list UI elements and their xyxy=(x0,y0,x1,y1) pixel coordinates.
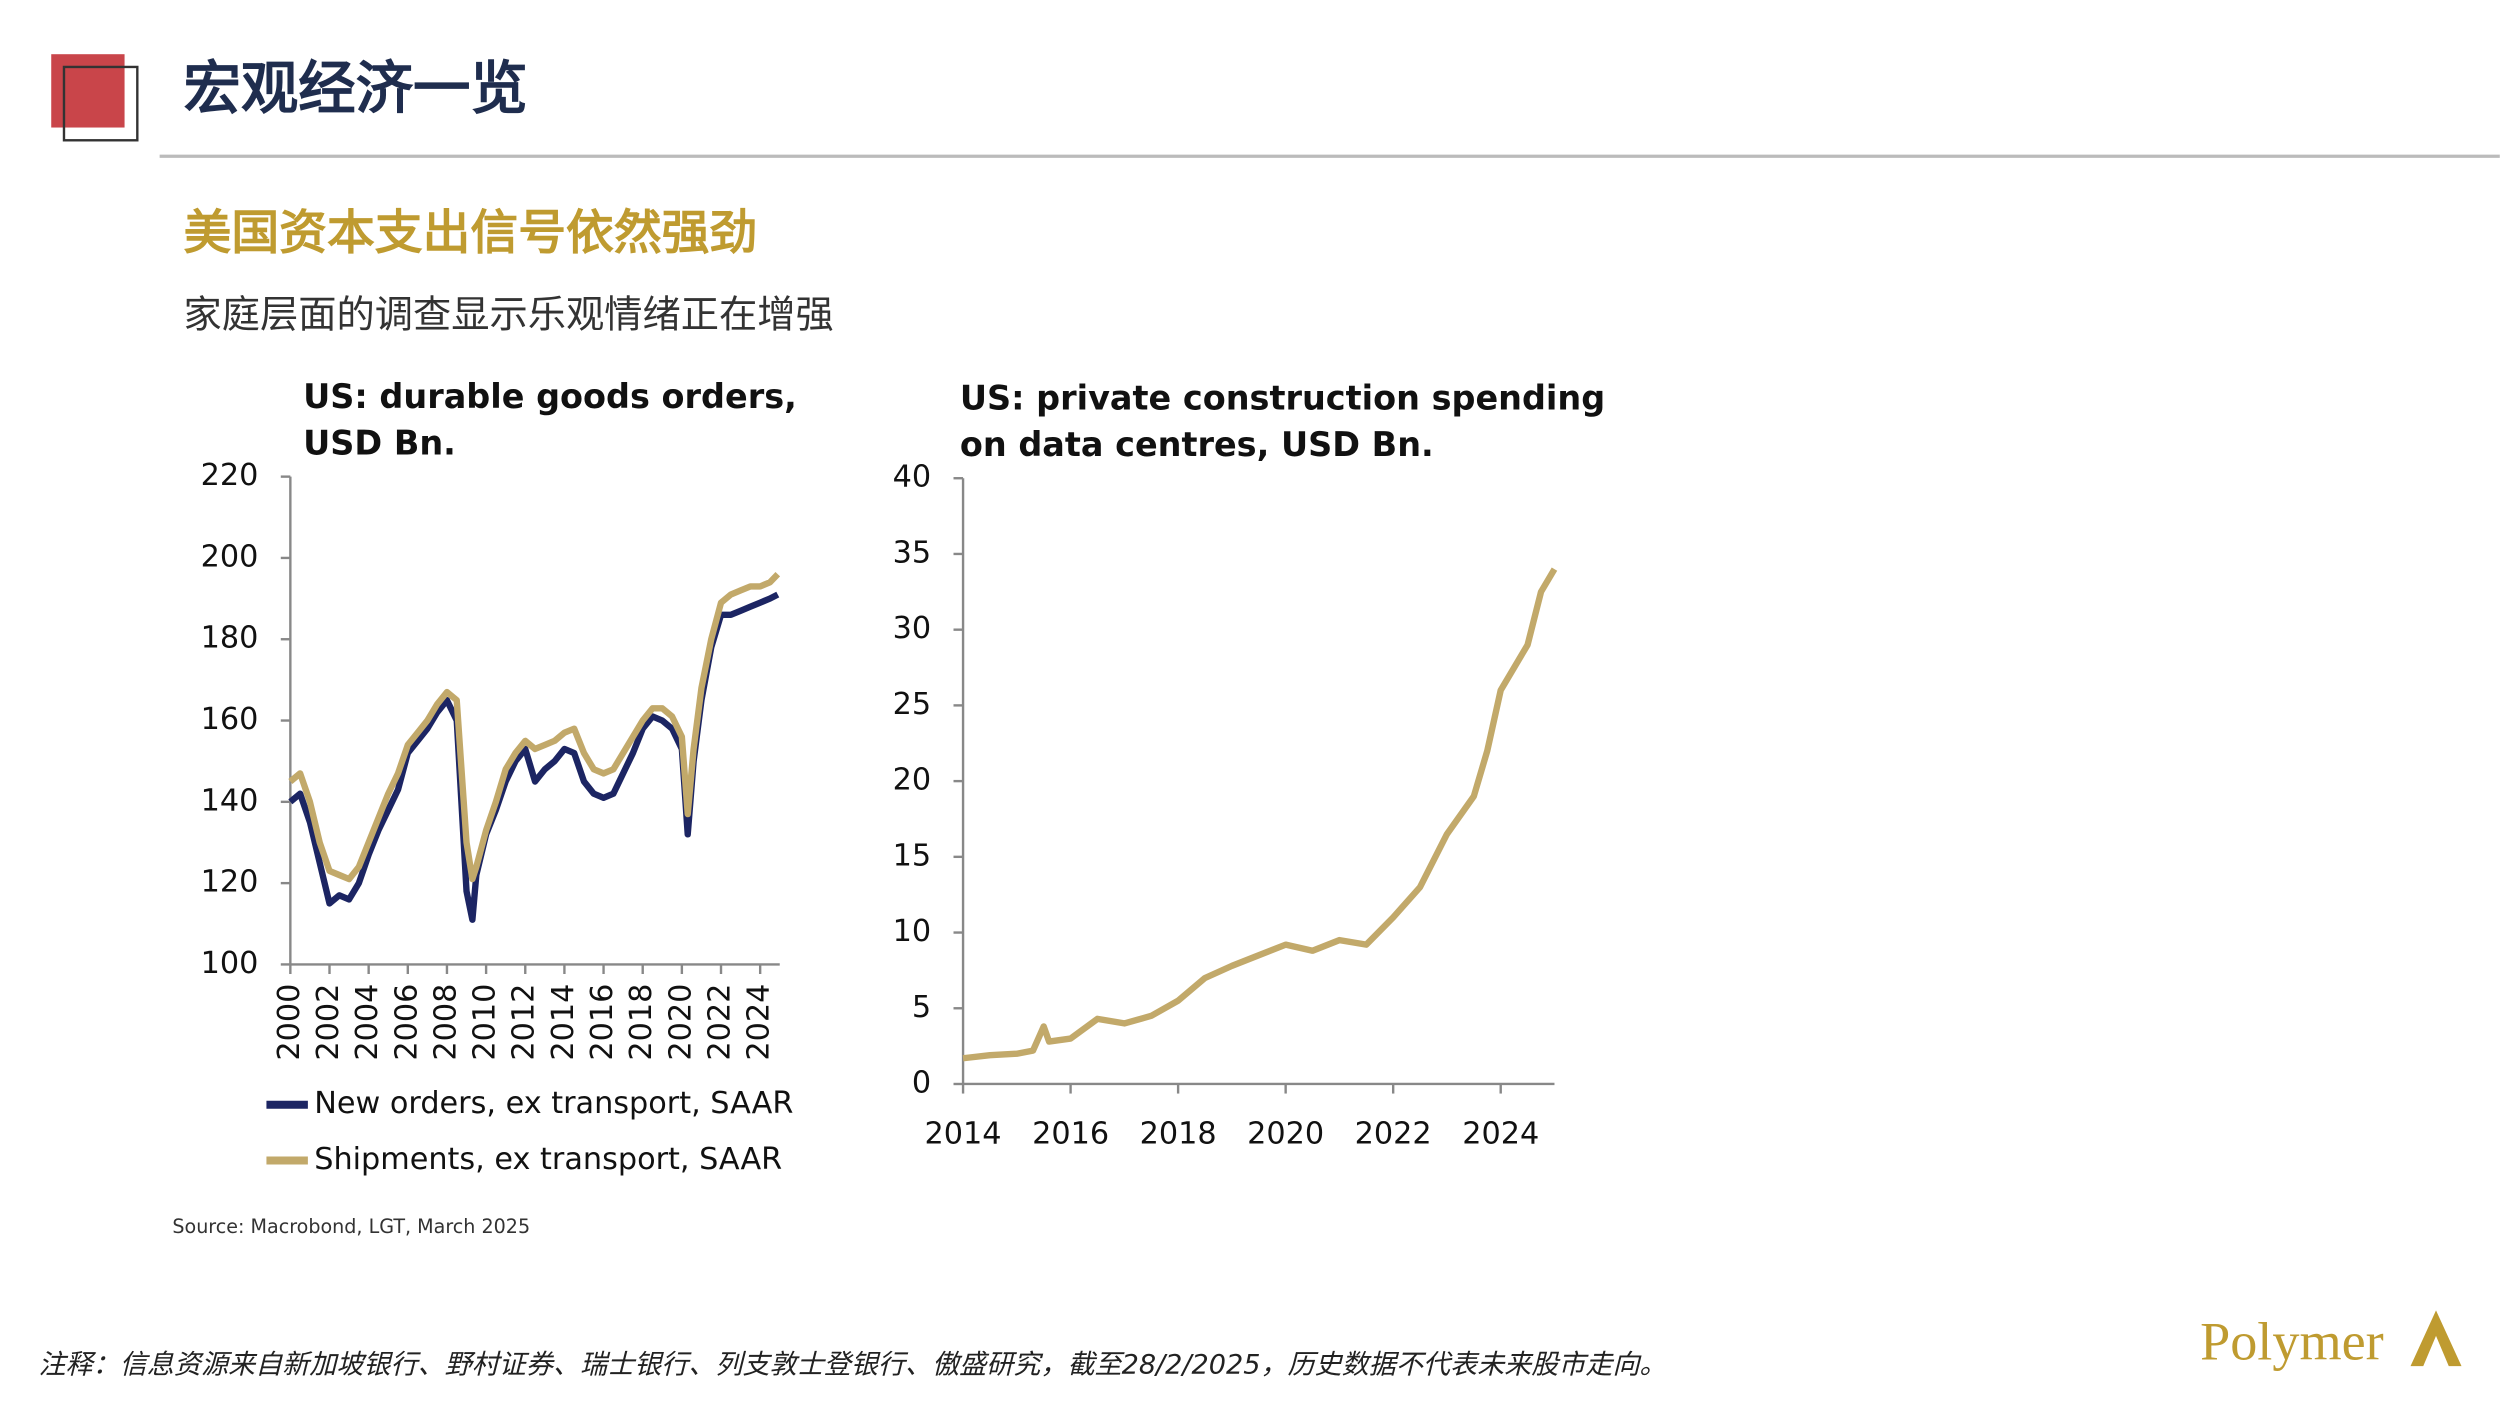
source: Source: Macrobond, LGT, March 2025 xyxy=(172,1215,530,1238)
x-tick-label: 2010 xyxy=(468,984,503,1061)
section-subtitle: 家庭层面的调查显示乐观情绪正在增强 xyxy=(184,293,834,338)
chart-title: USD Bn. xyxy=(303,423,456,462)
legend-label: New orders, ex transport, SAAR xyxy=(314,1086,793,1121)
chart-title: on data centres, USD Bn. xyxy=(960,425,1434,464)
x-tick-label: 2022 xyxy=(703,984,738,1061)
y-tick-label: 35 xyxy=(893,535,932,570)
y-tick-label: 160 xyxy=(201,702,259,737)
section-title: 美国资本支出信号依然强劲 xyxy=(184,206,758,261)
y-tick-label: 200 xyxy=(201,539,259,574)
x-tick-label: 2020 xyxy=(663,984,698,1061)
line-series xyxy=(962,567,1558,1062)
footnote: 注释：信息资源来自新加坡银行、野村证券、瑞士银行、列支敦士登银行、傲盛研究，截至… xyxy=(38,1350,1666,1381)
logo-outline xyxy=(62,65,139,142)
y-tick-label: 120 xyxy=(201,865,259,900)
x-tick-label: 2004 xyxy=(350,984,385,1061)
line-series xyxy=(288,571,781,883)
brand-logo: Polymer xyxy=(2200,1311,2384,1371)
legend-label: Shipments, ex transport, SAAR xyxy=(314,1142,782,1177)
y-tick-label: 180 xyxy=(201,621,259,656)
x-tick-label: 2018 xyxy=(1140,1117,1217,1152)
x-tick-label: 2014 xyxy=(925,1117,1002,1152)
y-tick-label: 25 xyxy=(893,687,932,722)
y-tick-label: 40 xyxy=(893,460,932,495)
x-tick-label: 2008 xyxy=(428,984,463,1061)
line-series xyxy=(288,591,780,923)
y-tick-label: 10 xyxy=(893,914,932,949)
chart-title: US: durable goods orders, xyxy=(303,377,797,416)
x-tick-label: 2016 xyxy=(1032,1117,1109,1152)
y-tick-label: 220 xyxy=(201,458,259,493)
y-tick-label: 20 xyxy=(893,763,932,798)
x-tick-label: 2002 xyxy=(311,984,346,1061)
chart-title: US: private construction spending xyxy=(960,379,1605,418)
x-tick-label: 2022 xyxy=(1355,1117,1432,1152)
brand-logo-mark xyxy=(2410,1310,2462,1367)
y-tick-label: 15 xyxy=(893,838,932,873)
logo-square xyxy=(51,54,125,128)
y-tick-label: 0 xyxy=(912,1065,931,1100)
x-tick-label: 2018 xyxy=(624,984,659,1061)
page-title: 宏观经济一览 xyxy=(184,55,528,122)
y-tick-label: 140 xyxy=(201,783,259,818)
x-tick-label: 2016 xyxy=(585,984,620,1061)
x-tick-label: 2024 xyxy=(1462,1117,1539,1152)
x-tick-label: 2020 xyxy=(1247,1117,1324,1152)
x-tick-label: 2006 xyxy=(389,984,424,1061)
x-tick-label: 2024 xyxy=(742,984,777,1061)
y-tick-label: 30 xyxy=(893,611,932,646)
y-tick-label: 5 xyxy=(912,990,931,1025)
x-tick-label: 2014 xyxy=(546,984,581,1061)
x-tick-label: 2012 xyxy=(507,984,542,1061)
y-tick-label: 100 xyxy=(201,946,259,981)
x-tick-label: 2000 xyxy=(272,984,307,1061)
